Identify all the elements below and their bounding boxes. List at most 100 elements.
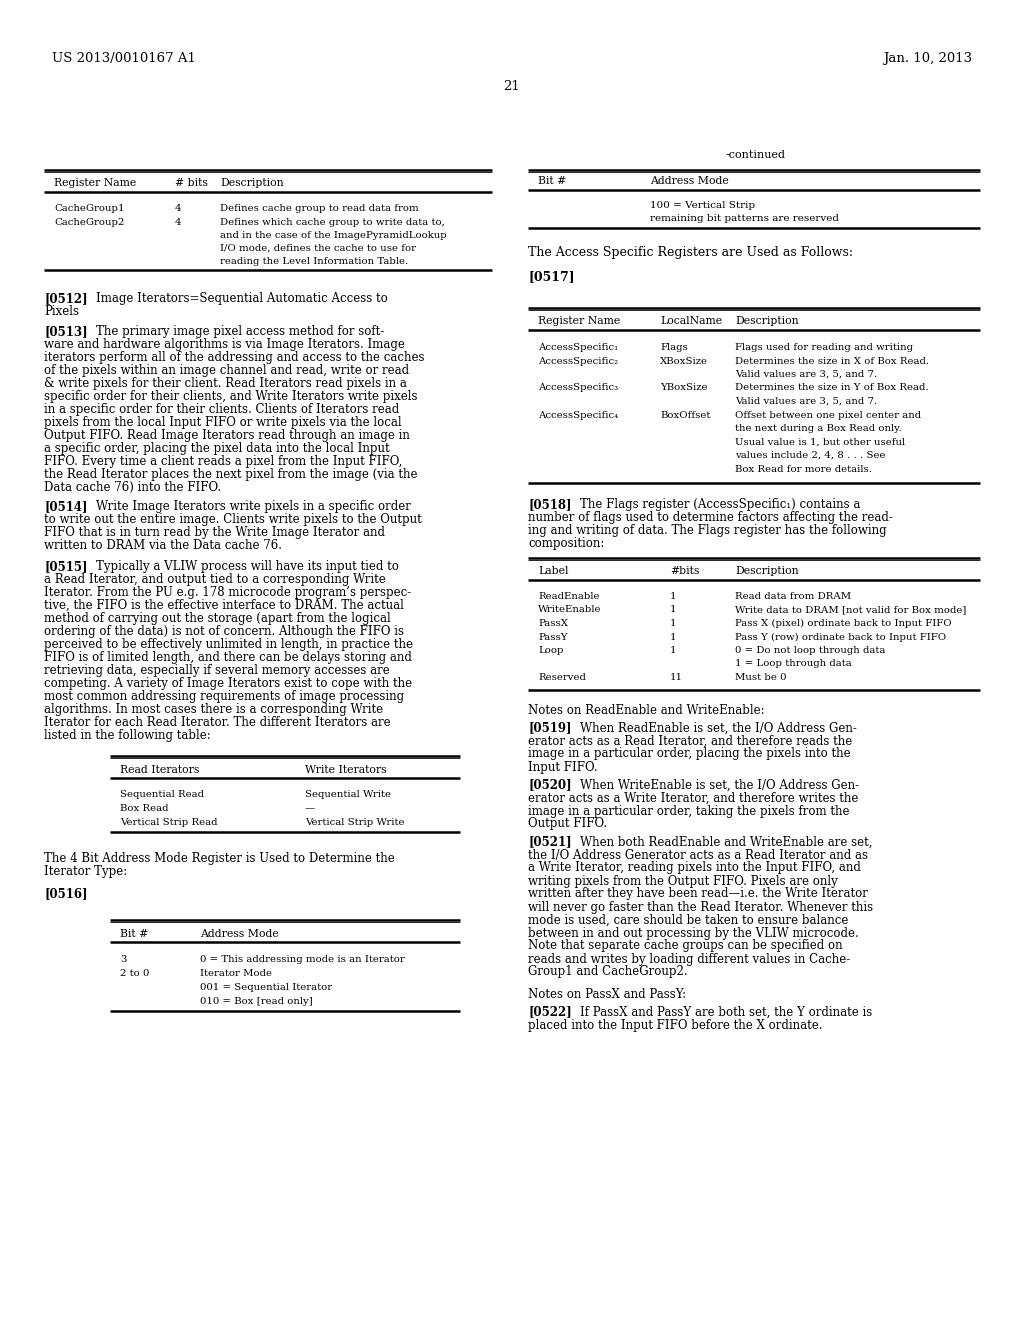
Text: & write pixels for their client. Read Iterators read pixels in a: & write pixels for their client. Read It… [44, 378, 407, 389]
Text: 1 = Loop through data: 1 = Loop through data [735, 660, 852, 668]
Text: iterators perform all of the addressing and access to the caches: iterators perform all of the addressing … [44, 351, 425, 364]
Text: to write out the entire image. Clients write pixels to the Output: to write out the entire image. Clients w… [44, 513, 422, 525]
Text: Write Iterators: Write Iterators [305, 766, 387, 775]
Text: tive, the FIFO is the effective interface to DRAM. The actual: tive, the FIFO is the effective interfac… [44, 599, 403, 612]
Text: remaining bit patterns are reserved: remaining bit patterns are reserved [650, 214, 839, 223]
Text: of the pixels within an image channel and read, write or read: of the pixels within an image channel an… [44, 364, 410, 378]
Text: When WriteEnable is set, the I/O Address Gen-: When WriteEnable is set, the I/O Address… [580, 779, 859, 792]
Text: competing. A variety of Image Iterators exist to cope with the: competing. A variety of Image Iterators … [44, 677, 412, 690]
Text: Bit #: Bit # [120, 929, 148, 939]
Text: 2 to 0: 2 to 0 [120, 969, 150, 978]
Text: # bits: # bits [175, 178, 208, 187]
Text: 1: 1 [670, 591, 677, 601]
Text: -continued: -continued [726, 150, 786, 160]
Text: Pass Y (row) ordinate back to Input FIFO: Pass Y (row) ordinate back to Input FIFO [735, 632, 946, 642]
Text: When ReadEnable is set, the I/O Address Gen-: When ReadEnable is set, the I/O Address … [580, 722, 857, 734]
Text: [0522]: [0522] [528, 1006, 571, 1019]
Text: most common addressing requirements of image processing: most common addressing requirements of i… [44, 690, 404, 704]
Text: reading the Level Information Table.: reading the Level Information Table. [220, 257, 409, 267]
Text: LocalName: LocalName [660, 315, 722, 326]
Text: Input FIFO.: Input FIFO. [528, 760, 598, 774]
Text: Image Iterators=Sequential Automatic Access to: Image Iterators=Sequential Automatic Acc… [96, 292, 388, 305]
Text: image in a particular order, placing the pixels into the: image in a particular order, placing the… [528, 747, 851, 760]
Text: writing pixels from the Output FIFO. Pixels are only: writing pixels from the Output FIFO. Pix… [528, 874, 838, 887]
Text: number of flags used to determine factors affecting the read-: number of flags used to determine factor… [528, 511, 893, 524]
Text: [0514]: [0514] [44, 500, 87, 513]
Text: —: — [305, 804, 315, 813]
Text: [0515]: [0515] [44, 560, 87, 573]
Text: in a specific order for their clients. Clients of Iterators read: in a specific order for their clients. C… [44, 403, 399, 416]
Text: Determines the size in Y of Box Read.: Determines the size in Y of Box Read. [735, 384, 929, 392]
Text: Determines the size in X of Box Read.: Determines the size in X of Box Read. [735, 356, 929, 366]
Text: retrieving data, especially if several memory accesses are: retrieving data, especially if several m… [44, 664, 390, 677]
Text: composition:: composition: [528, 537, 604, 550]
Text: Iterator for each Read Iterator. The different Iterators are: Iterator for each Read Iterator. The dif… [44, 715, 390, 729]
Text: US 2013/0010167 A1: US 2013/0010167 A1 [52, 51, 196, 65]
Text: FIFO is of limited length, and there can be delays storing and: FIFO is of limited length, and there can… [44, 651, 412, 664]
Text: [0516]: [0516] [44, 887, 87, 900]
Text: Offset between one pixel center and: Offset between one pixel center and [735, 411, 922, 420]
Text: method of carrying out the storage (apart from the logical: method of carrying out the storage (apar… [44, 612, 391, 624]
Text: Group1 and CacheGroup2.: Group1 and CacheGroup2. [528, 965, 688, 978]
Text: 11: 11 [670, 673, 683, 682]
Text: 4: 4 [175, 218, 181, 227]
Text: will never go faster than the Read Iterator. Whenever this: will never go faster than the Read Itera… [528, 900, 873, 913]
Text: Defines which cache group to write data to,: Defines which cache group to write data … [220, 218, 444, 227]
Text: Loop: Loop [538, 645, 563, 655]
Text: a specific order, placing the pixel data into the local Input: a specific order, placing the pixel data… [44, 442, 389, 455]
Text: BoxOffset: BoxOffset [660, 411, 711, 420]
Text: When both ReadEnable and WriteEnable are set,: When both ReadEnable and WriteEnable are… [580, 836, 872, 849]
Text: Reserved: Reserved [538, 673, 586, 682]
Text: 4: 4 [175, 205, 181, 213]
Text: Vertical Strip Write: Vertical Strip Write [305, 818, 404, 828]
Text: I/O mode, defines the cache to use for: I/O mode, defines the cache to use for [220, 244, 416, 253]
Text: mode is used, care should be taken to ensure balance: mode is used, care should be taken to en… [528, 913, 848, 927]
Text: Must be 0: Must be 0 [735, 673, 786, 682]
Text: perceived to be effectively unlimited in length, in practice the: perceived to be effectively unlimited in… [44, 638, 413, 651]
Text: Description: Description [220, 178, 284, 187]
Text: Vertical Strip Read: Vertical Strip Read [120, 818, 217, 828]
Text: written after they have been read—i.e. the Write Iterator: written after they have been read—i.e. t… [528, 887, 868, 900]
Text: CacheGroup1: CacheGroup1 [54, 205, 125, 213]
Text: Write data to DRAM [not valid for Box mode]: Write data to DRAM [not valid for Box mo… [735, 606, 967, 615]
Text: AccessSpecific₁: AccessSpecific₁ [538, 343, 618, 352]
Text: specific order for their clients, and Write Iterators write pixels: specific order for their clients, and Wr… [44, 389, 418, 403]
Text: the Read Iterator places the next pixel from the image (via the: the Read Iterator places the next pixel … [44, 469, 418, 480]
Text: Data cache 76) into the FIFO.: Data cache 76) into the FIFO. [44, 480, 221, 494]
Text: [0512]: [0512] [44, 292, 88, 305]
Text: ordering of the data) is not of concern. Although the FIFO is: ordering of the data) is not of concern.… [44, 624, 404, 638]
Text: Description: Description [735, 315, 799, 326]
Text: Flags used for reading and writing: Flags used for reading and writing [735, 343, 913, 352]
Text: FIFO. Every time a client reads a pixel from the Input FIFO,: FIFO. Every time a client reads a pixel … [44, 455, 402, 469]
Text: The 4 Bit Address Mode Register is Used to Determine the: The 4 Bit Address Mode Register is Used … [44, 851, 394, 865]
Text: ware and hardware algorithms is via Image Iterators. Image: ware and hardware algorithms is via Imag… [44, 338, 404, 351]
Text: Box Read for more details.: Box Read for more details. [735, 465, 872, 474]
Text: [0519]: [0519] [528, 722, 571, 734]
Text: between in and out processing by the VLIW microcode.: between in and out processing by the VLI… [528, 927, 859, 940]
Text: listed in the following table:: listed in the following table: [44, 729, 211, 742]
Text: 100 = Vertical Strip: 100 = Vertical Strip [650, 201, 755, 210]
Text: Address Mode: Address Mode [200, 929, 279, 939]
Text: XBoxSize: XBoxSize [660, 356, 708, 366]
Text: 1: 1 [670, 645, 677, 655]
Text: Valid values are 3, 5, and 7.: Valid values are 3, 5, and 7. [735, 370, 878, 379]
Text: 1: 1 [670, 632, 677, 642]
Text: Pixels: Pixels [44, 305, 79, 318]
Text: The primary image pixel access method for soft-: The primary image pixel access method fo… [96, 325, 384, 338]
Text: 010 = Box [read only]: 010 = Box [read only] [200, 997, 312, 1006]
Text: [0513]: [0513] [44, 325, 88, 338]
Text: Register Name: Register Name [54, 178, 136, 187]
Text: FIFO that is in turn read by the Write Image Iterator and: FIFO that is in turn read by the Write I… [44, 525, 385, 539]
Text: Register Name: Register Name [538, 315, 621, 326]
Text: Read data from DRAM: Read data from DRAM [735, 591, 851, 601]
Text: the I/O Address Generator acts as a Read Iterator and as: the I/O Address Generator acts as a Read… [528, 849, 868, 862]
Text: Bit #: Bit # [538, 176, 566, 186]
Text: pixels from the local Input FIFO or write pixels via the local: pixels from the local Input FIFO or writ… [44, 416, 401, 429]
Text: 001 = Sequential Iterator: 001 = Sequential Iterator [200, 983, 332, 993]
Text: erator acts as a Read Iterator, and therefore reads the: erator acts as a Read Iterator, and ther… [528, 734, 852, 747]
Text: 21: 21 [504, 81, 520, 92]
Text: [0521]: [0521] [528, 836, 571, 849]
Text: The Access Specific Registers are Used as Follows:: The Access Specific Registers are Used a… [528, 246, 853, 259]
Text: [0517]: [0517] [528, 271, 574, 282]
Text: reads and writes by loading different values in Cache-: reads and writes by loading different va… [528, 953, 850, 965]
